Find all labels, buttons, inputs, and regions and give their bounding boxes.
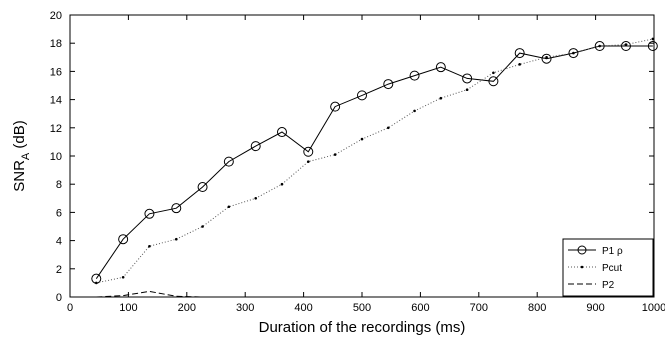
data-point-pcut (624, 43, 628, 46)
x-tick-label: 200 (178, 302, 196, 314)
data-point-pcut (121, 275, 125, 279)
data-point-pcut (254, 197, 258, 200)
legend-marker-pcut (580, 265, 584, 269)
legend-label-p2: P2 (602, 280, 615, 291)
data-point-p1 (409, 70, 420, 81)
y-axis-label-main: SNR (11, 160, 28, 192)
x-tick-label: 900 (586, 302, 604, 314)
data-point-p1 (303, 146, 314, 157)
y-tick-label: 10 (50, 151, 62, 163)
y-tick-label: 14 (50, 95, 62, 107)
data-point-p1 (223, 156, 234, 167)
data-point-p1 (514, 48, 525, 59)
data-point-p1 (435, 62, 446, 73)
data-point-p1 (620, 41, 631, 52)
x-axis-label: Duration of the recordings (ms) (259, 319, 466, 336)
x-tick-label: 1000 (642, 302, 665, 314)
data-point-pcut (280, 182, 284, 186)
data-point-pcut (174, 237, 178, 241)
data-point-pcut (413, 109, 416, 113)
y-tick-label: 4 (56, 236, 62, 248)
y-tick-label: 2 (56, 264, 62, 276)
data-point-pcut (492, 71, 495, 75)
data-point-pcut (572, 51, 575, 55)
data-point-p1 (118, 234, 129, 245)
data-point-pcut (306, 160, 310, 163)
axis-ticks: 0 100 200 300 400 500 600 700 800 900 1000 0 2 4 6 8 10 1… (50, 10, 665, 314)
legend-label-pcut: Pcut (602, 263, 622, 274)
y-tick-label: 20 (50, 10, 62, 22)
data-point-pcut (465, 88, 469, 92)
y-tick-label: 8 (56, 179, 62, 191)
y-axis-label: SNRA (dB) (11, 120, 32, 192)
data-point-pcut (386, 126, 390, 130)
data-point-pcut (333, 153, 337, 156)
data-point-p1 (276, 127, 287, 138)
y-tick-label: 6 (56, 207, 62, 219)
data-point-pcut (651, 37, 655, 41)
data-point-pcut (439, 96, 443, 100)
y-tick-label: 16 (50, 66, 62, 78)
series-line-2 (96, 290, 653, 298)
y-tick-label: 18 (50, 38, 62, 50)
data-point-p1 (330, 101, 341, 112)
y-axis-label-sub: A (20, 152, 32, 160)
data-point-p1 (357, 90, 367, 101)
x-tick-label: 500 (353, 302, 371, 314)
data-point-pcut (94, 281, 98, 285)
data-point-pcut (227, 205, 231, 209)
y-tick-label: 12 (50, 123, 62, 135)
x-tick-label: 0 (67, 302, 73, 314)
legend-label-p1: P1 ρ (602, 246, 623, 257)
data-point-pcut (545, 56, 548, 59)
x-tick-label: 100 (119, 302, 137, 314)
data-point-p1 (197, 182, 208, 193)
data-point-p1 (568, 48, 579, 59)
data-point-pcut (360, 137, 364, 141)
data-point-p1 (383, 79, 394, 90)
x-tick-label: 300 (236, 302, 254, 314)
data-point-p1 (250, 141, 261, 152)
y-tick-label: 0 (56, 292, 62, 304)
data-point-p1 (647, 41, 658, 52)
x-tick-label: 600 (411, 302, 429, 314)
legend: P1 ρ Pcut P2 (562, 238, 654, 297)
y-axis-label-unit: (dB) (11, 120, 28, 153)
series-line-0 (95, 45, 653, 279)
data-point-p1 (488, 76, 499, 87)
series-layer (91, 37, 658, 298)
data-point-p1 (171, 203, 182, 214)
x-tick-label: 400 (294, 302, 312, 314)
data-point-p1 (144, 208, 155, 219)
data-point-p1 (594, 41, 605, 52)
data-point-p1 (462, 73, 473, 84)
x-tick-label: 800 (528, 302, 546, 314)
x-tick-label: 700 (470, 302, 488, 314)
data-point-pcut (201, 225, 204, 228)
data-point-pcut (148, 244, 151, 248)
legend-marker-p1 (577, 245, 587, 255)
data-point-pcut (598, 44, 601, 48)
data-point-pcut (518, 63, 521, 66)
